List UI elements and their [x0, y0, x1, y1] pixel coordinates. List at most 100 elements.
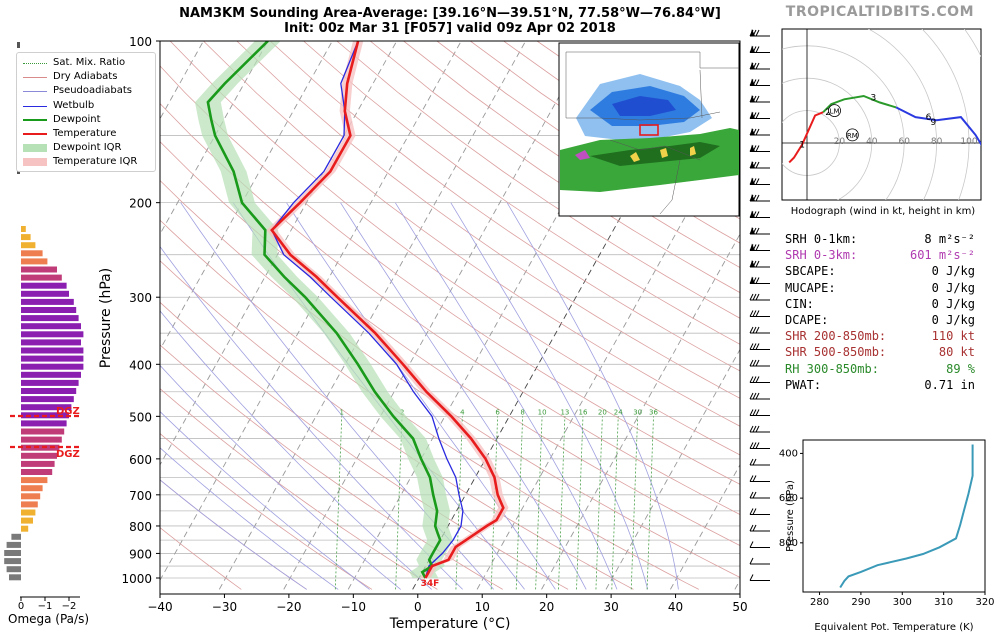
- theta-e-x-tick-label: 320: [975, 597, 994, 608]
- wind-barb: [749, 541, 770, 549]
- isotherm-line: [283, 41, 591, 590]
- wind-barb: [749, 29, 770, 37]
- index-value: 0 J/kg: [931, 312, 975, 327]
- mixing-ratio-label: 10: [538, 408, 547, 416]
- wind-barb: [749, 78, 770, 87]
- pseudoadiabat: [180, 202, 494, 590]
- index-row: DCAPE: 0 J/kg: [785, 312, 975, 328]
- wind-barb: [749, 144, 770, 153]
- omega-bar: [21, 517, 33, 524]
- storm-motion-marker: [845, 128, 859, 142]
- brand-label: TROPICALTIDBITS.COM: [785, 4, 974, 20]
- y-axis-label: Pressure (hPa): [98, 268, 114, 368]
- wind-barb: [749, 442, 770, 450]
- legend-item: Wetbulb: [23, 99, 153, 113]
- legend-item: Dry Adiabats: [23, 70, 153, 84]
- mixing-ratio-label: 6: [495, 408, 500, 416]
- legend-swatch: [23, 77, 47, 79]
- mixing-ratio-line: [558, 416, 566, 590]
- dry-adiabat: [203, 41, 740, 427]
- omega-bar: [21, 347, 84, 354]
- wind-barb: [749, 45, 770, 54]
- index-value: 0 J/kg: [931, 296, 975, 311]
- index-value: 0 J/kg: [931, 264, 975, 279]
- hodograph-ring-label: 20: [834, 137, 846, 147]
- omega-bar: [21, 469, 53, 475]
- index-label: CIN:: [785, 296, 814, 311]
- legend-label: Wetbulb: [53, 99, 95, 111]
- index-row: RH 300-850mb: 89 %: [785, 361, 975, 377]
- omega-bar: [6, 566, 21, 573]
- mixing-ratio-line: [576, 416, 584, 590]
- x-tick-label: −40: [147, 600, 172, 614]
- omega-bar: [21, 452, 57, 459]
- index-label: SHR 200-850mb:: [785, 329, 887, 344]
- y-tick-label: 800: [129, 520, 152, 534]
- mixing-ratio-label: 1: [340, 408, 344, 416]
- wind-barb: [749, 508, 770, 516]
- omega-bar: [6, 541, 21, 548]
- y-tick-label: 1000: [121, 572, 152, 586]
- omega-bar: [21, 258, 48, 265]
- legend-label: Temperature IQR: [53, 156, 138, 168]
- hodograph-ring-label: 60: [898, 137, 910, 147]
- mixing-ratio-label: 16: [579, 408, 588, 416]
- isotherm-line: [670, 463, 740, 590]
- mixing-ratio-label: 8: [520, 408, 524, 416]
- hodograph-height-label: 9: [930, 118, 936, 128]
- omega-tick-label: 0: [18, 601, 24, 612]
- dry-adiabat: [236, 41, 740, 399]
- legend-item: Sat. Mix. Ratio: [23, 56, 153, 70]
- wetbulb-line: [271, 41, 464, 579]
- mixing-ratio-line: [334, 416, 343, 590]
- dewpoint-iqr-band: [195, 41, 454, 578]
- dry-adiabat: [336, 41, 740, 319]
- legend-swatch: [23, 133, 47, 135]
- pseudoadiabat: [450, 202, 649, 590]
- index-value: 8 m²s⁻²: [924, 232, 975, 246]
- omega-bar: [21, 379, 79, 386]
- y-tick-label: 500: [129, 410, 152, 424]
- hodograph-height-label: 6: [926, 113, 932, 123]
- hodograph-height-label: 2: [825, 108, 831, 118]
- legend: Sat. Mix. Ratio Dry Adiabats Pseudoadiabat…: [16, 52, 156, 172]
- mixing-ratio-label: 24: [614, 408, 623, 416]
- x-tick-label: 20: [539, 600, 554, 614]
- wind-barb: [749, 409, 770, 417]
- omega-bar: [21, 444, 60, 451]
- omega-bar: [21, 226, 26, 232]
- storm-motion-marker: [828, 104, 841, 117]
- pseudoadiabat: [394, 202, 618, 590]
- dry-adiabat: [160, 301, 569, 590]
- index-label: PWAT:: [785, 377, 822, 392]
- wind-barb: [749, 243, 770, 252]
- omega-bar: [21, 493, 41, 500]
- index-row: SBCAPE: 0 J/kg: [785, 263, 975, 279]
- theta-e-x-tick-label: 310: [934, 597, 953, 608]
- omega-bar: [21, 234, 31, 241]
- hodograph-height-label: 3: [871, 94, 877, 104]
- theta-e-y-tick-label: 400: [779, 448, 798, 459]
- wind-barb: [749, 293, 770, 301]
- dry-adiabat: [160, 219, 699, 590]
- wind-barb: [749, 425, 770, 433]
- legend-swatch: [23, 91, 47, 93]
- wind-barb: [749, 458, 770, 466]
- legend-label: Dry Adiabats: [53, 71, 118, 83]
- dry-adiabat: [303, 41, 740, 345]
- theta-e-frame: [802, 439, 986, 593]
- pseudoadiabat: [160, 310, 432, 590]
- hodograph-trace: [788, 111, 824, 164]
- legend-item: Dewpoint IQR: [23, 141, 153, 155]
- mixing-ratio-label: 36: [649, 408, 658, 416]
- theta-e-x-tick-label: 300: [893, 597, 912, 608]
- wind-barb: [749, 260, 770, 268]
- mixing-ratio-line: [535, 416, 543, 590]
- omega-bar: [4, 550, 21, 556]
- wind-barb: [749, 557, 770, 565]
- dry-adiabat: [160, 102, 740, 516]
- wind-barb: [749, 475, 770, 483]
- wind-barb: [749, 95, 770, 103]
- theta-e-y-tick-label: 600: [779, 493, 798, 504]
